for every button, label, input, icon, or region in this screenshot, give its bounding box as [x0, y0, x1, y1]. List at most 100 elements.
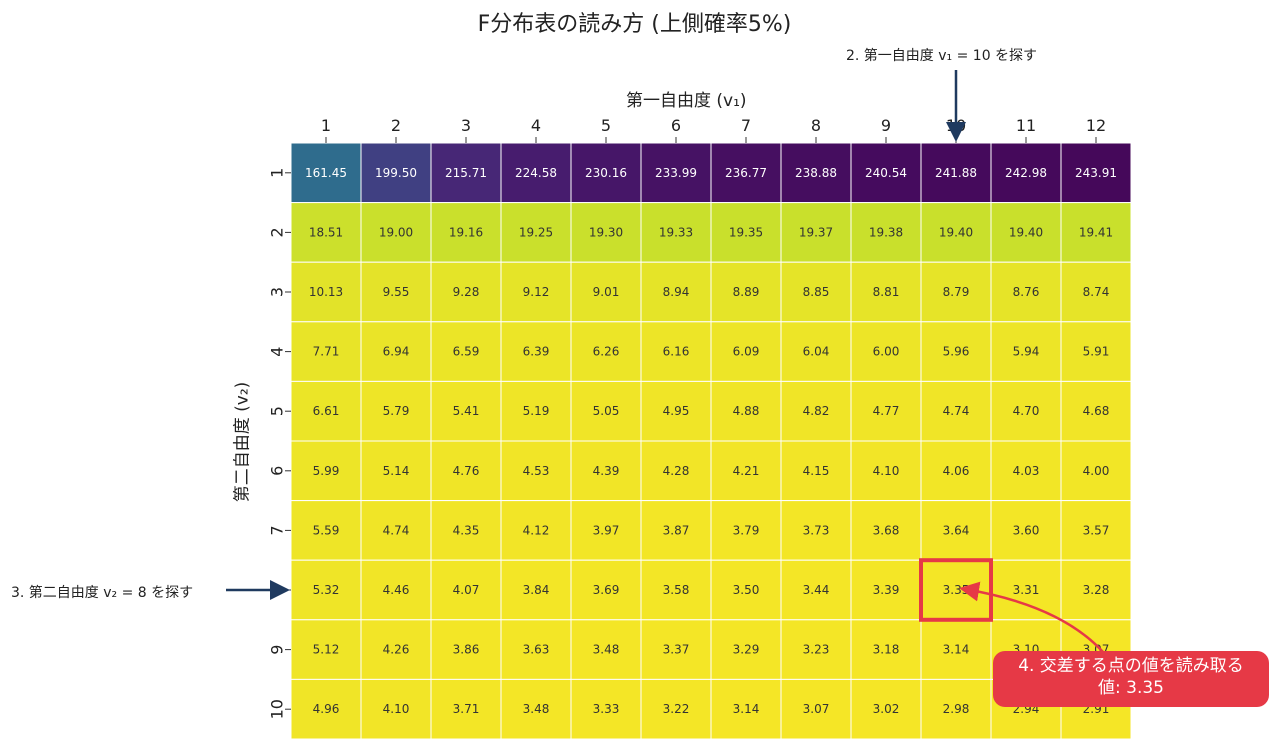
cell-value-label: 9.55: [383, 285, 410, 299]
cell-value-label: 3.31: [1013, 583, 1040, 597]
cell-value-label: 8.79: [943, 285, 970, 299]
cell-value-label: 3.50: [733, 583, 760, 597]
cell-value-label: 9.12: [523, 285, 550, 299]
heatmap-cell: [920, 500, 992, 561]
cell-value-label: 4.53: [523, 464, 550, 478]
heatmap-cell: [290, 559, 362, 621]
heatmap-cell: [710, 500, 782, 561]
cell-value-label: 5.94: [1013, 345, 1040, 359]
heatmap-cell: [990, 500, 1062, 561]
heatmap-cell: [290, 619, 362, 680]
heatmap-cell: [710, 559, 782, 621]
result-callout-line1: 4. 交差する点の値を読み取る: [1018, 656, 1244, 676]
cell-value-label: 3.73: [803, 523, 830, 537]
heatmap-cell: [640, 678, 712, 740]
x-tick-label: 3: [461, 116, 471, 135]
heatmap-cell: [920, 678, 992, 740]
y-axis-label: 第二自由度 (v₂): [232, 381, 253, 503]
cell-value-label: 19.33: [659, 225, 693, 239]
annotation-v2: 3. 第二自由度 v₂ = 8 を探す: [11, 585, 194, 601]
heatmap-cell: [290, 440, 362, 502]
heatmap-cell: [360, 678, 432, 740]
cell-value-label: 8.85: [803, 285, 830, 299]
heatmap-cell: [710, 321, 782, 382]
heatmap-cell: [780, 440, 852, 502]
cell-value-label: 236.77: [725, 166, 767, 180]
cell-value-label: 3.84: [523, 583, 550, 597]
cell-value-label: 4.39: [593, 464, 620, 478]
cell-value-label: 4.21: [733, 464, 760, 478]
heatmap-cell: [430, 500, 502, 561]
cell-value-label: 8.94: [663, 285, 690, 299]
heatmap-cell: [920, 202, 992, 263]
cell-value-label: 3.63: [523, 643, 550, 657]
heatmap-cell: [1060, 142, 1132, 204]
cell-value-label: 3.37: [663, 643, 690, 657]
cell-value-label: 242.98: [1005, 166, 1047, 180]
x-tick-label: 12: [1086, 116, 1106, 135]
heatmap-cell: [640, 440, 712, 502]
cell-value-label: 6.61: [313, 404, 340, 418]
y-tick-label: 9: [268, 645, 287, 655]
cell-value-label: 19.41: [1079, 225, 1113, 239]
cell-value-label: 8.81: [873, 285, 900, 299]
cell-value-label: 4.46: [383, 583, 410, 597]
cell-value-label: 9.01: [593, 285, 620, 299]
cell-value-label: 2.98: [943, 702, 970, 716]
heatmap-cell: [710, 678, 782, 740]
cell-value-label: 3.48: [593, 643, 620, 657]
heatmap-cell: [850, 500, 922, 561]
cell-value-label: 5.14: [383, 464, 410, 478]
heatmap-cell: [1060, 321, 1132, 382]
cell-value-label: 19.00: [379, 225, 413, 239]
cell-value-label: 4.10: [873, 464, 900, 478]
heatmap-cell: [780, 559, 852, 621]
cell-value-label: 4.88: [733, 404, 760, 418]
cell-value-label: 3.71: [453, 702, 480, 716]
x-tick-label: 6: [671, 116, 681, 135]
cell-value-label: 6.09: [733, 345, 760, 359]
heatmap-cell: [430, 321, 502, 382]
cell-value-label: 243.91: [1075, 166, 1117, 180]
cell-value-label: 199.50: [375, 166, 417, 180]
y-tick-label: 5: [268, 406, 287, 416]
cell-value-label: 3.29: [733, 643, 760, 657]
heatmap-cell: [850, 202, 922, 263]
heatmap-cell: [500, 142, 572, 204]
heatmap-cell: [290, 678, 362, 740]
heatmap-cell: [430, 559, 502, 621]
cell-value-label: 240.54: [865, 166, 907, 180]
heatmap-cell: [290, 380, 362, 442]
cell-value-label: 6.26: [593, 345, 620, 359]
x-tick-label: 2: [391, 116, 401, 135]
cell-value-label: 3.23: [803, 643, 830, 657]
heatmap-cell: [920, 321, 992, 382]
cell-value-label: 4.06: [943, 464, 970, 478]
cell-value-label: 4.77: [873, 404, 900, 418]
y-tick-label: 6: [268, 466, 287, 476]
heatmap-cell: [500, 321, 572, 382]
cell-value-label: 3.14: [733, 702, 760, 716]
cell-value-label: 3.07: [803, 702, 830, 716]
cell-value-label: 8.76: [1013, 285, 1040, 299]
cell-value-label: 19.25: [519, 225, 553, 239]
cell-value-label: 6.04: [803, 345, 830, 359]
cell-value-label: 3.60: [1013, 523, 1040, 537]
heatmap-cell: [640, 142, 712, 204]
cell-value-label: 19.35: [729, 225, 763, 239]
cell-value-label: 3.87: [663, 523, 690, 537]
cell-value-label: 18.51: [309, 225, 343, 239]
heatmap-cell: [780, 380, 852, 442]
heatmap-cell: [500, 559, 572, 621]
heatmap-cell: [570, 261, 642, 323]
cell-value-label: 4.74: [943, 404, 970, 418]
cell-value-label: 6.94: [383, 345, 410, 359]
cell-value-label: 5.96: [943, 345, 970, 359]
cell-value-label: 3.48: [523, 702, 550, 716]
heatmap-cell: [430, 261, 502, 323]
heatmap-cell: [710, 202, 782, 263]
highlight-box: [919, 558, 993, 622]
cell-value-label: 4.76: [453, 464, 480, 478]
heatmap-cell: [780, 202, 852, 263]
cell-value-label: 4.12: [523, 523, 550, 537]
